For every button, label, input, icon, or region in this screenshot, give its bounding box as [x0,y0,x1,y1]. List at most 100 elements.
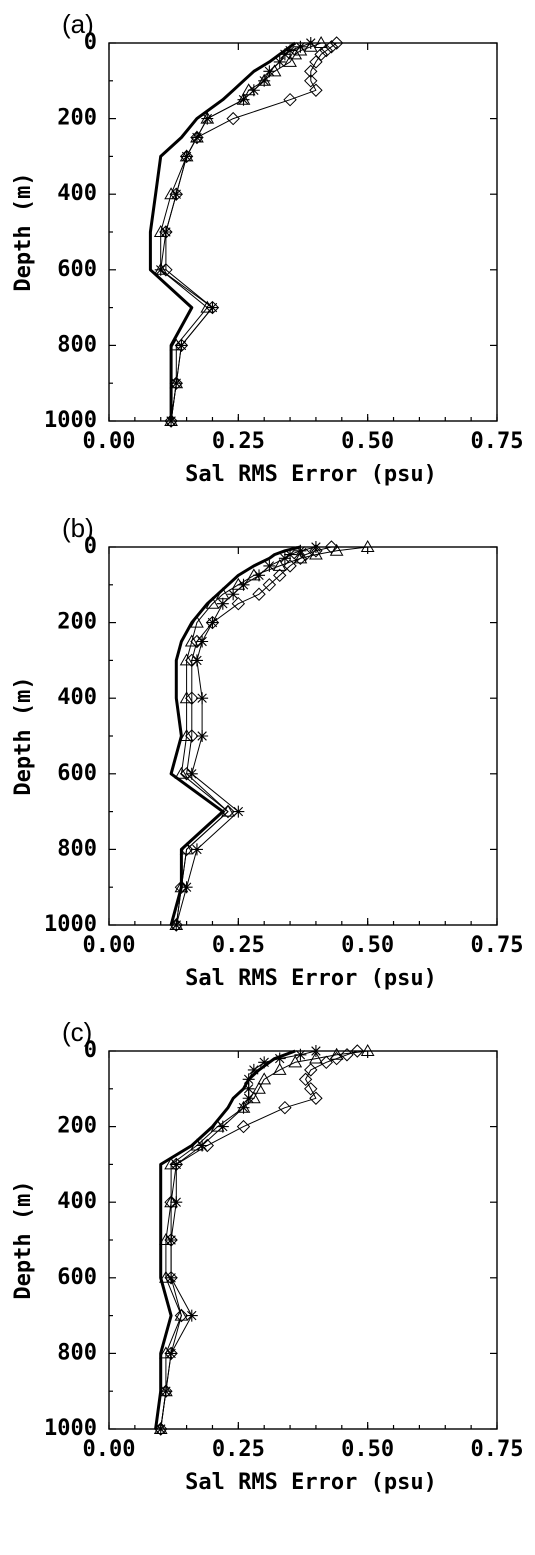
data-point-diamond [319,1055,333,1070]
data-point-triangle [153,262,168,275]
x-tick-label: 0.25 [212,429,265,454]
data-point-triangle [205,596,220,609]
data-point-diamond [273,568,287,583]
data-point-asterisk [304,37,317,49]
data-point-asterisk [309,1045,322,1057]
data-point-diamond [185,729,199,743]
data-point-asterisk [242,1082,255,1095]
data-point-diamond [205,615,220,630]
data-point-diamond [164,1271,178,1285]
data-point-triangle [159,1232,173,1245]
data-point-triangle [221,804,235,817]
data-point-diamond [190,130,204,145]
data-point-triangle [288,47,303,60]
data-point-diamond [293,551,308,566]
data-point-asterisk [273,1052,286,1065]
data-point-asterisk [196,692,209,705]
data-point-triangle [184,634,199,647]
y-tick-label: 400 [57,181,97,206]
data-point-diamond [309,55,323,69]
data-point-diamond [185,691,199,705]
data-point-diamond [200,1138,215,1153]
y-tick-label: 600 [57,1265,97,1290]
y-tick-label: 600 [57,761,97,786]
x-tick-label: 0.25 [212,1437,265,1462]
data-point-asterisk [294,40,307,53]
series-line-asterisk [160,42,311,422]
data-point-asterisk [309,541,322,553]
x-tick-label: 0.75 [471,429,524,454]
data-point-diamond [236,1119,251,1134]
data-point-diamond [278,1100,292,1115]
data-point-diamond [159,225,173,239]
y-axis-title: Depth (m) [11,1180,36,1299]
data-point-diamond [304,1082,318,1096]
data-point-triangle [179,653,194,666]
x-tick-label: 0.75 [471,933,524,958]
data-point-asterisk [242,1092,255,1105]
x-axis-title: Sal RMS Error (psu) [185,966,437,991]
plot-frame [108,546,498,926]
data-point-diamond [159,263,173,277]
data-point-diamond [283,559,297,573]
chart-panel-3: (c) 0.00 0.25 0.50 0.75 0 200 400 600 800 1000 Sal … [11,1017,523,1495]
y-tick-label: 600 [57,257,97,282]
data-point-triangle [200,111,215,124]
x-tick-label: 0.00 [83,933,136,958]
y-tick-label: 1000 [44,1416,97,1441]
data-point-triangle [246,1091,261,1104]
x-axis-title: Sal RMS Error (psu) [185,462,437,487]
data-point-triangle [179,842,194,855]
data-point-triangle [200,300,215,313]
data-point-triangle [231,577,246,590]
data-point-triangle [329,1047,344,1060]
data-point-asterisk [185,1309,198,1322]
data-point-asterisk [232,805,245,818]
y-tick-label: 0 [84,1038,97,1063]
y-tick-label: 1000 [44,408,97,433]
data-point-diamond [304,1063,318,1077]
data-point-triangle [159,1346,173,1359]
series-line-diamond [175,546,332,926]
data-point-triangle [210,1119,225,1132]
y-tick-label: 1000 [44,912,97,937]
data-point-asterisk [196,730,209,742]
x-tick-label: 0.50 [341,1437,394,1462]
data-point-diamond [164,414,178,428]
data-point-asterisk [227,588,240,601]
data-point-triangle [164,187,178,200]
y-tick-label: 200 [57,1114,97,1139]
y-tick-label: 800 [57,1340,97,1365]
data-point-triangle [169,338,184,351]
data-point-diamond [190,634,204,649]
data-point-triangle [236,92,251,105]
data-point-triangle [179,691,194,704]
data-point-triangle [164,413,178,426]
data-point-asterisk [216,1120,229,1133]
data-point-asterisk [258,1056,271,1069]
chart-panel-2: (b) 0.00 0.25 0.50 0.75 0 200 400 600 800 1000 Sal … [11,513,523,991]
y-axis-title: Depth (m) [11,676,36,795]
series-line-triangle [160,1050,368,1430]
data-point-triangle [309,1051,323,1064]
data-point-triangle [314,35,328,48]
data-point-triangle [164,1157,178,1170]
panel-label: (b) [62,513,94,543]
data-point-triangle [252,1081,266,1094]
x-axis-title: Sal RMS Error (psu) [185,1470,437,1495]
data-point-asterisk [247,1063,260,1076]
y-tick-label: 200 [57,106,97,131]
data-point-diamond [174,880,189,894]
series-line-diamond [160,1050,358,1430]
data-point-diamond [298,547,313,562]
data-point-diamond [174,1308,189,1323]
data-point-diamond [324,540,339,554]
data-point-asterisk [284,44,297,57]
data-point-diamond [304,74,318,88]
data-point-asterisk [278,48,291,61]
data-point-diamond [309,83,323,97]
data-point-asterisk [165,415,178,427]
data-point-diamond [169,376,183,390]
data-point-diamond [205,300,220,315]
data-point-diamond [350,1044,365,1058]
